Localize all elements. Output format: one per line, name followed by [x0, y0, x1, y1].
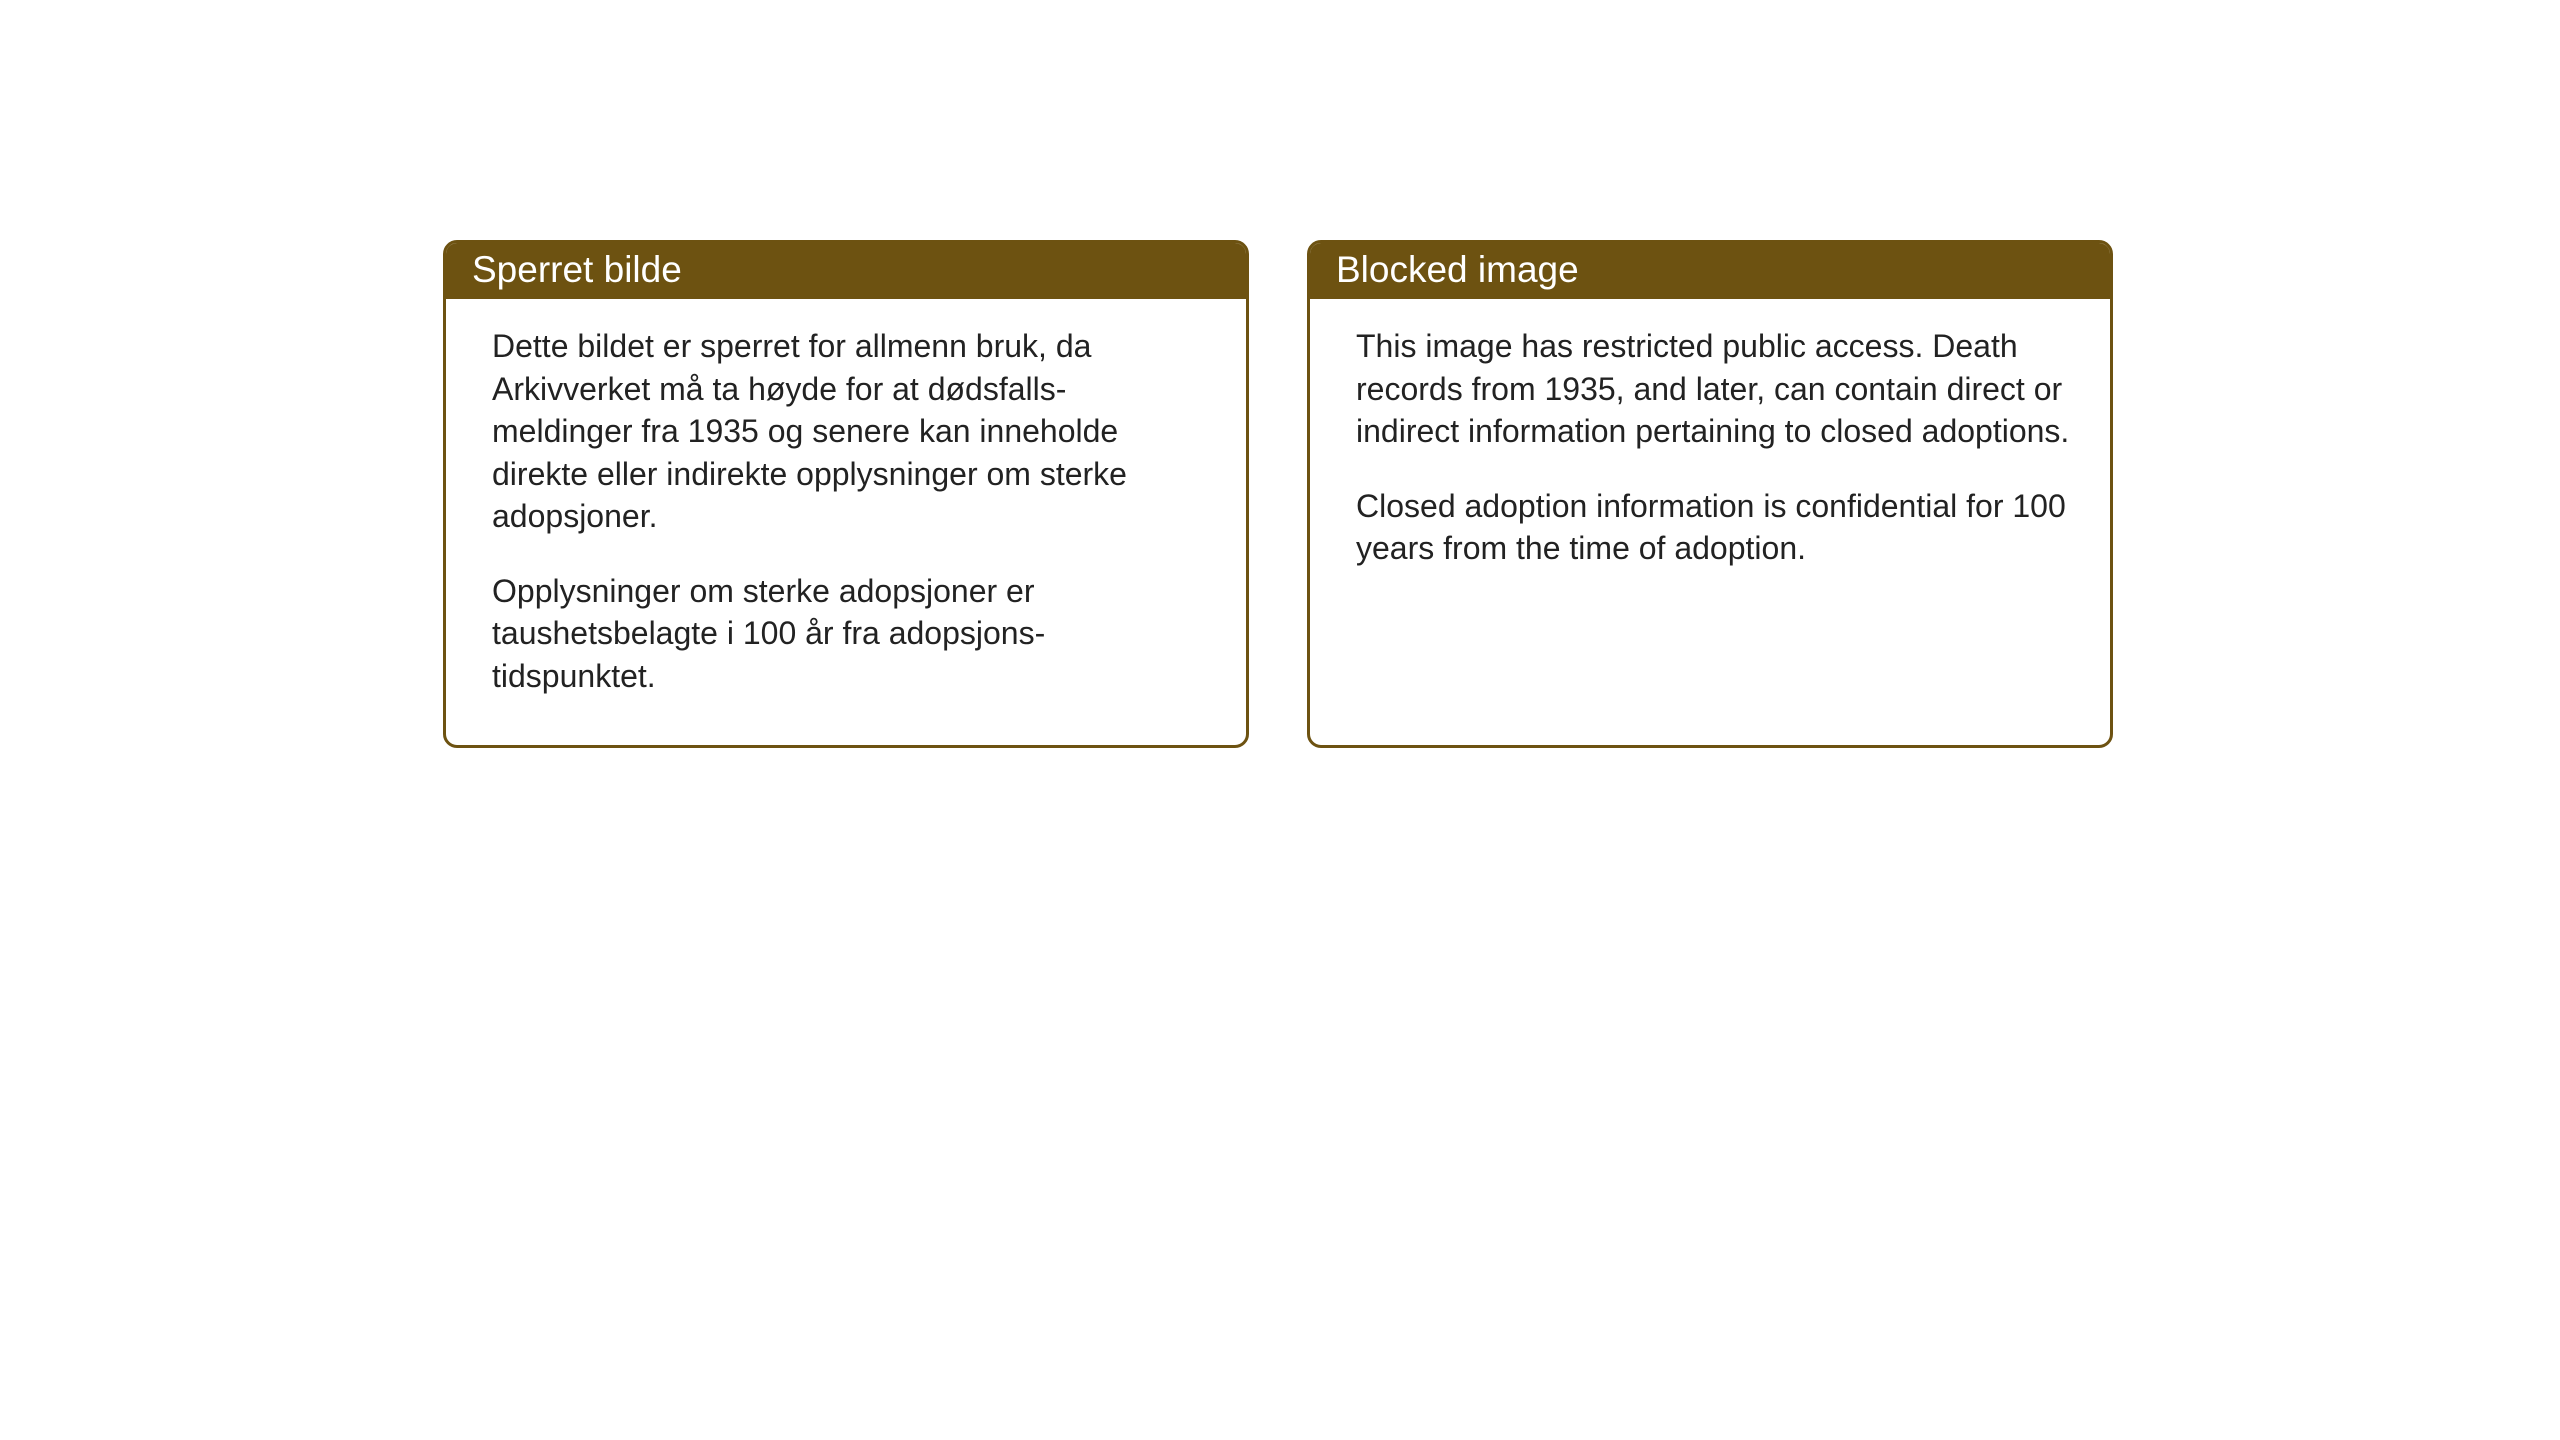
card-paragraph-norwegian-1: Dette bildet er sperret for allmenn bruk… [492, 325, 1206, 538]
notice-container: Sperret bilde Dette bildet er sperret fo… [0, 0, 2560, 748]
notice-card-english: Blocked image This image has restricted … [1307, 240, 2113, 748]
card-body-english: This image has restricted public access.… [1310, 299, 2110, 600]
card-paragraph-english-2: Closed adoption information is confident… [1356, 485, 2070, 570]
card-title-english: Blocked image [1336, 249, 1579, 290]
card-paragraph-english-1: This image has restricted public access.… [1356, 325, 2070, 453]
card-header-norwegian: Sperret bilde [446, 243, 1246, 299]
card-header-english: Blocked image [1310, 243, 2110, 299]
card-paragraph-norwegian-2: Opplysninger om sterke adopsjoner er tau… [492, 570, 1206, 698]
notice-card-norwegian: Sperret bilde Dette bildet er sperret fo… [443, 240, 1249, 748]
card-body-norwegian: Dette bildet er sperret for allmenn bruk… [446, 299, 1246, 727]
card-title-norwegian: Sperret bilde [472, 249, 682, 290]
